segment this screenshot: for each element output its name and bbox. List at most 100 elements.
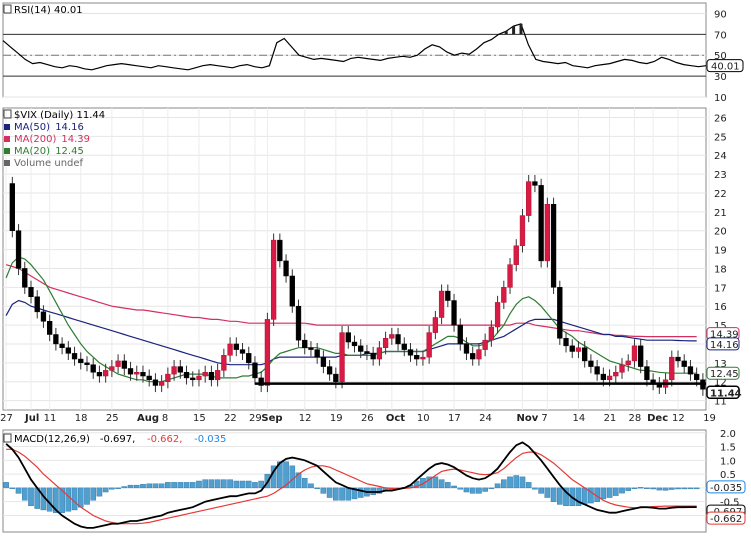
candle-body	[644, 366, 650, 381]
price-tick-label: 19	[714, 246, 727, 257]
indicator-icon	[3, 4, 12, 14]
candle-body	[600, 373, 606, 381]
candle-body	[221, 355, 227, 371]
x-tick-label: 12	[299, 413, 312, 424]
candle-body	[258, 377, 264, 386]
candle-body	[34, 296, 40, 313]
candle-body	[382, 338, 389, 348]
x-tick-label: Jul	[24, 413, 39, 424]
candle-body	[84, 362, 90, 365]
x-tick-label: 21	[604, 413, 617, 424]
candle-body	[345, 332, 351, 343]
macd-histogram-bar	[133, 484, 140, 489]
x-tick-label: 7	[541, 413, 547, 424]
macd-histogram-bar	[333, 487, 339, 501]
candle-body	[507, 264, 513, 288]
macd-frame	[2, 429, 707, 533]
candle-body	[694, 373, 700, 381]
macd-histogram-bar	[233, 480, 240, 489]
price-tick-label: 22	[714, 189, 727, 200]
candle-body	[588, 360, 594, 367]
rsi-tick-label: 50	[714, 51, 727, 62]
macd-histogram-bar	[221, 479, 227, 489]
candle-body	[289, 275, 295, 307]
macd-panel: 2.01.51.00.50.0-0.5-1.0-0.035-0.697-0.66…	[2, 429, 746, 533]
candle-body	[445, 290, 451, 301]
x-tick-label: Nov	[516, 413, 538, 424]
price-badge	[706, 337, 740, 351]
candle-body	[158, 381, 165, 386]
rsi-frame	[2, 2, 707, 98]
candle-body	[426, 332, 432, 358]
candle-body	[295, 305, 302, 341]
macd-histogram-bar	[196, 480, 202, 489]
candle-body	[308, 347, 314, 350]
legend-label: MA(20)	[14, 146, 50, 157]
macd-histogram-bar	[631, 487, 638, 489]
price-tick-label: 16	[714, 302, 727, 313]
macd-histogram-bar	[525, 482, 532, 489]
candle-body	[264, 319, 271, 386]
candle-body	[613, 372, 619, 377]
indicator-icon	[3, 433, 12, 443]
candle-body	[407, 349, 414, 356]
macd-histogram-bar	[438, 479, 445, 489]
rsi-tick-label: 90	[714, 9, 727, 20]
candle-body	[314, 349, 320, 358]
candle-body	[631, 345, 638, 362]
candle-body	[270, 239, 277, 320]
macd-histogram-bar	[413, 480, 420, 489]
macd-histogram-bar	[557, 487, 563, 505]
macd-histogram-bar	[239, 480, 246, 489]
macd-histogram-bar	[612, 487, 619, 496]
macd-histogram-bar	[482, 487, 488, 492]
macd-histogram-bar	[625, 487, 632, 491]
candle-body	[40, 311, 47, 322]
macd-histogram-bar	[575, 487, 582, 507]
candle-body	[513, 245, 519, 265]
candle-body	[687, 366, 694, 375]
macd-histogram-bar	[109, 487, 115, 490]
macd-histogram-bar	[15, 487, 22, 494]
candle-body	[638, 345, 644, 367]
candle-body	[227, 343, 233, 356]
candle-body	[196, 375, 202, 381]
ma20-line	[5, 256, 697, 383]
macd-histogram-bar	[619, 487, 625, 494]
candle-body	[532, 181, 538, 186]
macd-histogram-bar	[656, 487, 663, 491]
candle-body	[538, 185, 544, 262]
candle-body	[171, 366, 177, 375]
price-tick-label: 17	[714, 283, 727, 294]
macd-histogram-bar	[21, 487, 28, 501]
x-tick-label: 12	[672, 413, 685, 424]
macd-histogram-bar	[432, 476, 439, 489]
macd-histogram-bar	[165, 482, 171, 489]
candle-body	[420, 356, 426, 360]
candle-body	[78, 358, 84, 364]
price-tick-label: 26	[714, 113, 727, 124]
legend-value: 14.39	[61, 134, 90, 145]
candle-body	[370, 353, 376, 360]
x-tick-label: 24	[479, 413, 492, 424]
candle-body	[389, 334, 395, 339]
macd-histogram-bar	[469, 487, 476, 494]
price-tick-label: 21	[714, 208, 727, 219]
macd-histogram-bar	[588, 487, 594, 504]
macd-histogram-bar	[127, 484, 134, 489]
candle-body	[283, 260, 289, 277]
macd-histogram-bar	[662, 487, 669, 491]
candle-body	[252, 362, 258, 379]
candle-body	[351, 341, 358, 347]
legend-swatch	[4, 136, 10, 142]
candle-body	[71, 353, 78, 360]
x-tick-label: 19	[330, 413, 343, 424]
candle-body	[563, 338, 569, 347]
legend-swatch	[4, 160, 10, 166]
macd-histogram-bar	[426, 476, 432, 489]
x-tick-label: 15	[193, 413, 206, 424]
x-tick-label: 25	[106, 413, 119, 424]
macd-histogram-bar	[3, 482, 9, 489]
x-tick-label: Oct	[386, 413, 405, 424]
macd-histogram-bar	[96, 487, 103, 497]
